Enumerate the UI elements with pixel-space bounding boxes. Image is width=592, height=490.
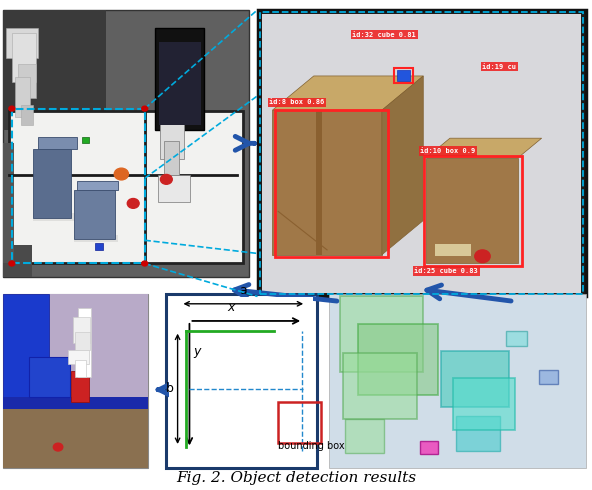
Text: bounding box: bounding box [278,441,345,451]
Circle shape [9,261,15,266]
FancyBboxPatch shape [95,244,103,250]
FancyBboxPatch shape [316,110,321,255]
FancyBboxPatch shape [397,70,410,81]
Text: Fig. 2. Object detection results: Fig. 2. Object detection results [176,471,416,485]
FancyBboxPatch shape [343,353,417,419]
Text: id:25 cube 0.83: id:25 cube 0.83 [414,268,478,274]
FancyBboxPatch shape [77,181,118,191]
Text: a: a [239,284,247,297]
FancyBboxPatch shape [456,416,500,451]
FancyBboxPatch shape [164,141,179,175]
FancyBboxPatch shape [3,294,49,402]
Text: id:32 cube 0.81: id:32 cube 0.81 [352,32,416,38]
FancyBboxPatch shape [539,370,558,385]
FancyBboxPatch shape [3,10,249,277]
FancyBboxPatch shape [9,111,243,264]
FancyBboxPatch shape [329,294,586,468]
FancyBboxPatch shape [3,294,148,402]
FancyBboxPatch shape [155,28,204,130]
Text: b: b [166,382,174,395]
FancyBboxPatch shape [160,120,184,159]
Text: y: y [193,345,200,359]
Circle shape [141,261,147,266]
FancyBboxPatch shape [435,244,471,256]
FancyBboxPatch shape [340,296,423,372]
Circle shape [114,168,128,180]
FancyBboxPatch shape [506,330,527,346]
FancyBboxPatch shape [68,350,89,364]
FancyBboxPatch shape [82,137,89,143]
Text: x: x [227,300,234,314]
FancyBboxPatch shape [345,419,384,453]
FancyBboxPatch shape [426,158,518,263]
FancyBboxPatch shape [29,357,70,396]
FancyBboxPatch shape [33,149,71,218]
Circle shape [475,250,490,263]
FancyBboxPatch shape [3,294,148,468]
FancyBboxPatch shape [358,324,438,395]
Polygon shape [272,76,423,110]
FancyBboxPatch shape [262,14,581,293]
FancyBboxPatch shape [74,191,115,240]
Text: id:19 cu: id:19 cu [482,64,516,70]
FancyBboxPatch shape [33,214,77,221]
Text: id:8 box 0.86: id:8 box 0.86 [269,99,324,105]
FancyBboxPatch shape [12,33,36,82]
FancyBboxPatch shape [272,110,382,255]
Polygon shape [3,402,148,468]
FancyBboxPatch shape [420,441,438,454]
FancyBboxPatch shape [74,235,118,242]
FancyBboxPatch shape [78,308,91,377]
Circle shape [127,198,139,208]
FancyBboxPatch shape [3,10,106,130]
FancyBboxPatch shape [15,77,30,117]
FancyBboxPatch shape [166,294,317,468]
FancyBboxPatch shape [258,10,586,296]
Circle shape [160,174,172,184]
FancyBboxPatch shape [441,351,509,407]
FancyBboxPatch shape [18,64,36,98]
FancyBboxPatch shape [76,332,90,350]
FancyBboxPatch shape [73,317,91,343]
Polygon shape [426,138,542,158]
FancyBboxPatch shape [3,396,148,409]
FancyBboxPatch shape [6,28,38,58]
Circle shape [53,443,63,451]
FancyBboxPatch shape [38,137,77,149]
FancyBboxPatch shape [453,378,515,430]
FancyBboxPatch shape [76,360,86,377]
Text: id:10 box 0.9: id:10 box 0.9 [420,148,475,154]
FancyBboxPatch shape [169,297,313,465]
FancyBboxPatch shape [71,370,89,402]
FancyBboxPatch shape [159,42,201,124]
FancyBboxPatch shape [157,175,190,202]
Circle shape [9,106,15,111]
FancyBboxPatch shape [3,143,14,264]
FancyBboxPatch shape [21,105,33,124]
FancyBboxPatch shape [3,245,33,277]
Polygon shape [382,76,423,255]
Circle shape [141,106,147,111]
